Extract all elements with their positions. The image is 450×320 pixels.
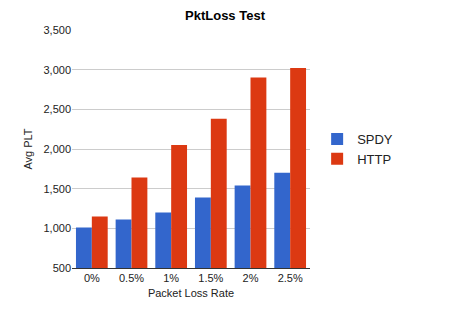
svg-text:1%: 1% (163, 272, 179, 284)
svg-text:Avg PLT: Avg PLT (22, 128, 34, 169)
svg-text:3,500: 3,500 (43, 24, 71, 36)
svg-text:2.5%: 2.5% (278, 272, 303, 284)
svg-text:2,000: 2,000 (43, 143, 71, 155)
svg-text:0.5%: 0.5% (119, 272, 144, 284)
svg-text:1,500: 1,500 (43, 183, 71, 195)
svg-text:SPDY: SPDY (357, 132, 393, 147)
svg-text:PktLoss Test: PktLoss Test (185, 8, 266, 23)
svg-text:1.5%: 1.5% (198, 272, 223, 284)
svg-text:3,000: 3,000 (43, 64, 71, 76)
svg-text:Packet Loss Rate: Packet Loss Rate (148, 287, 234, 299)
svg-text:HTTP: HTTP (357, 152, 391, 167)
svg-text:2%: 2% (243, 272, 259, 284)
svg-text:0%: 0% (84, 272, 100, 284)
svg-text:2,500: 2,500 (43, 103, 71, 115)
svg-text:500: 500 (53, 262, 71, 274)
svg-text:1,000: 1,000 (43, 222, 71, 234)
